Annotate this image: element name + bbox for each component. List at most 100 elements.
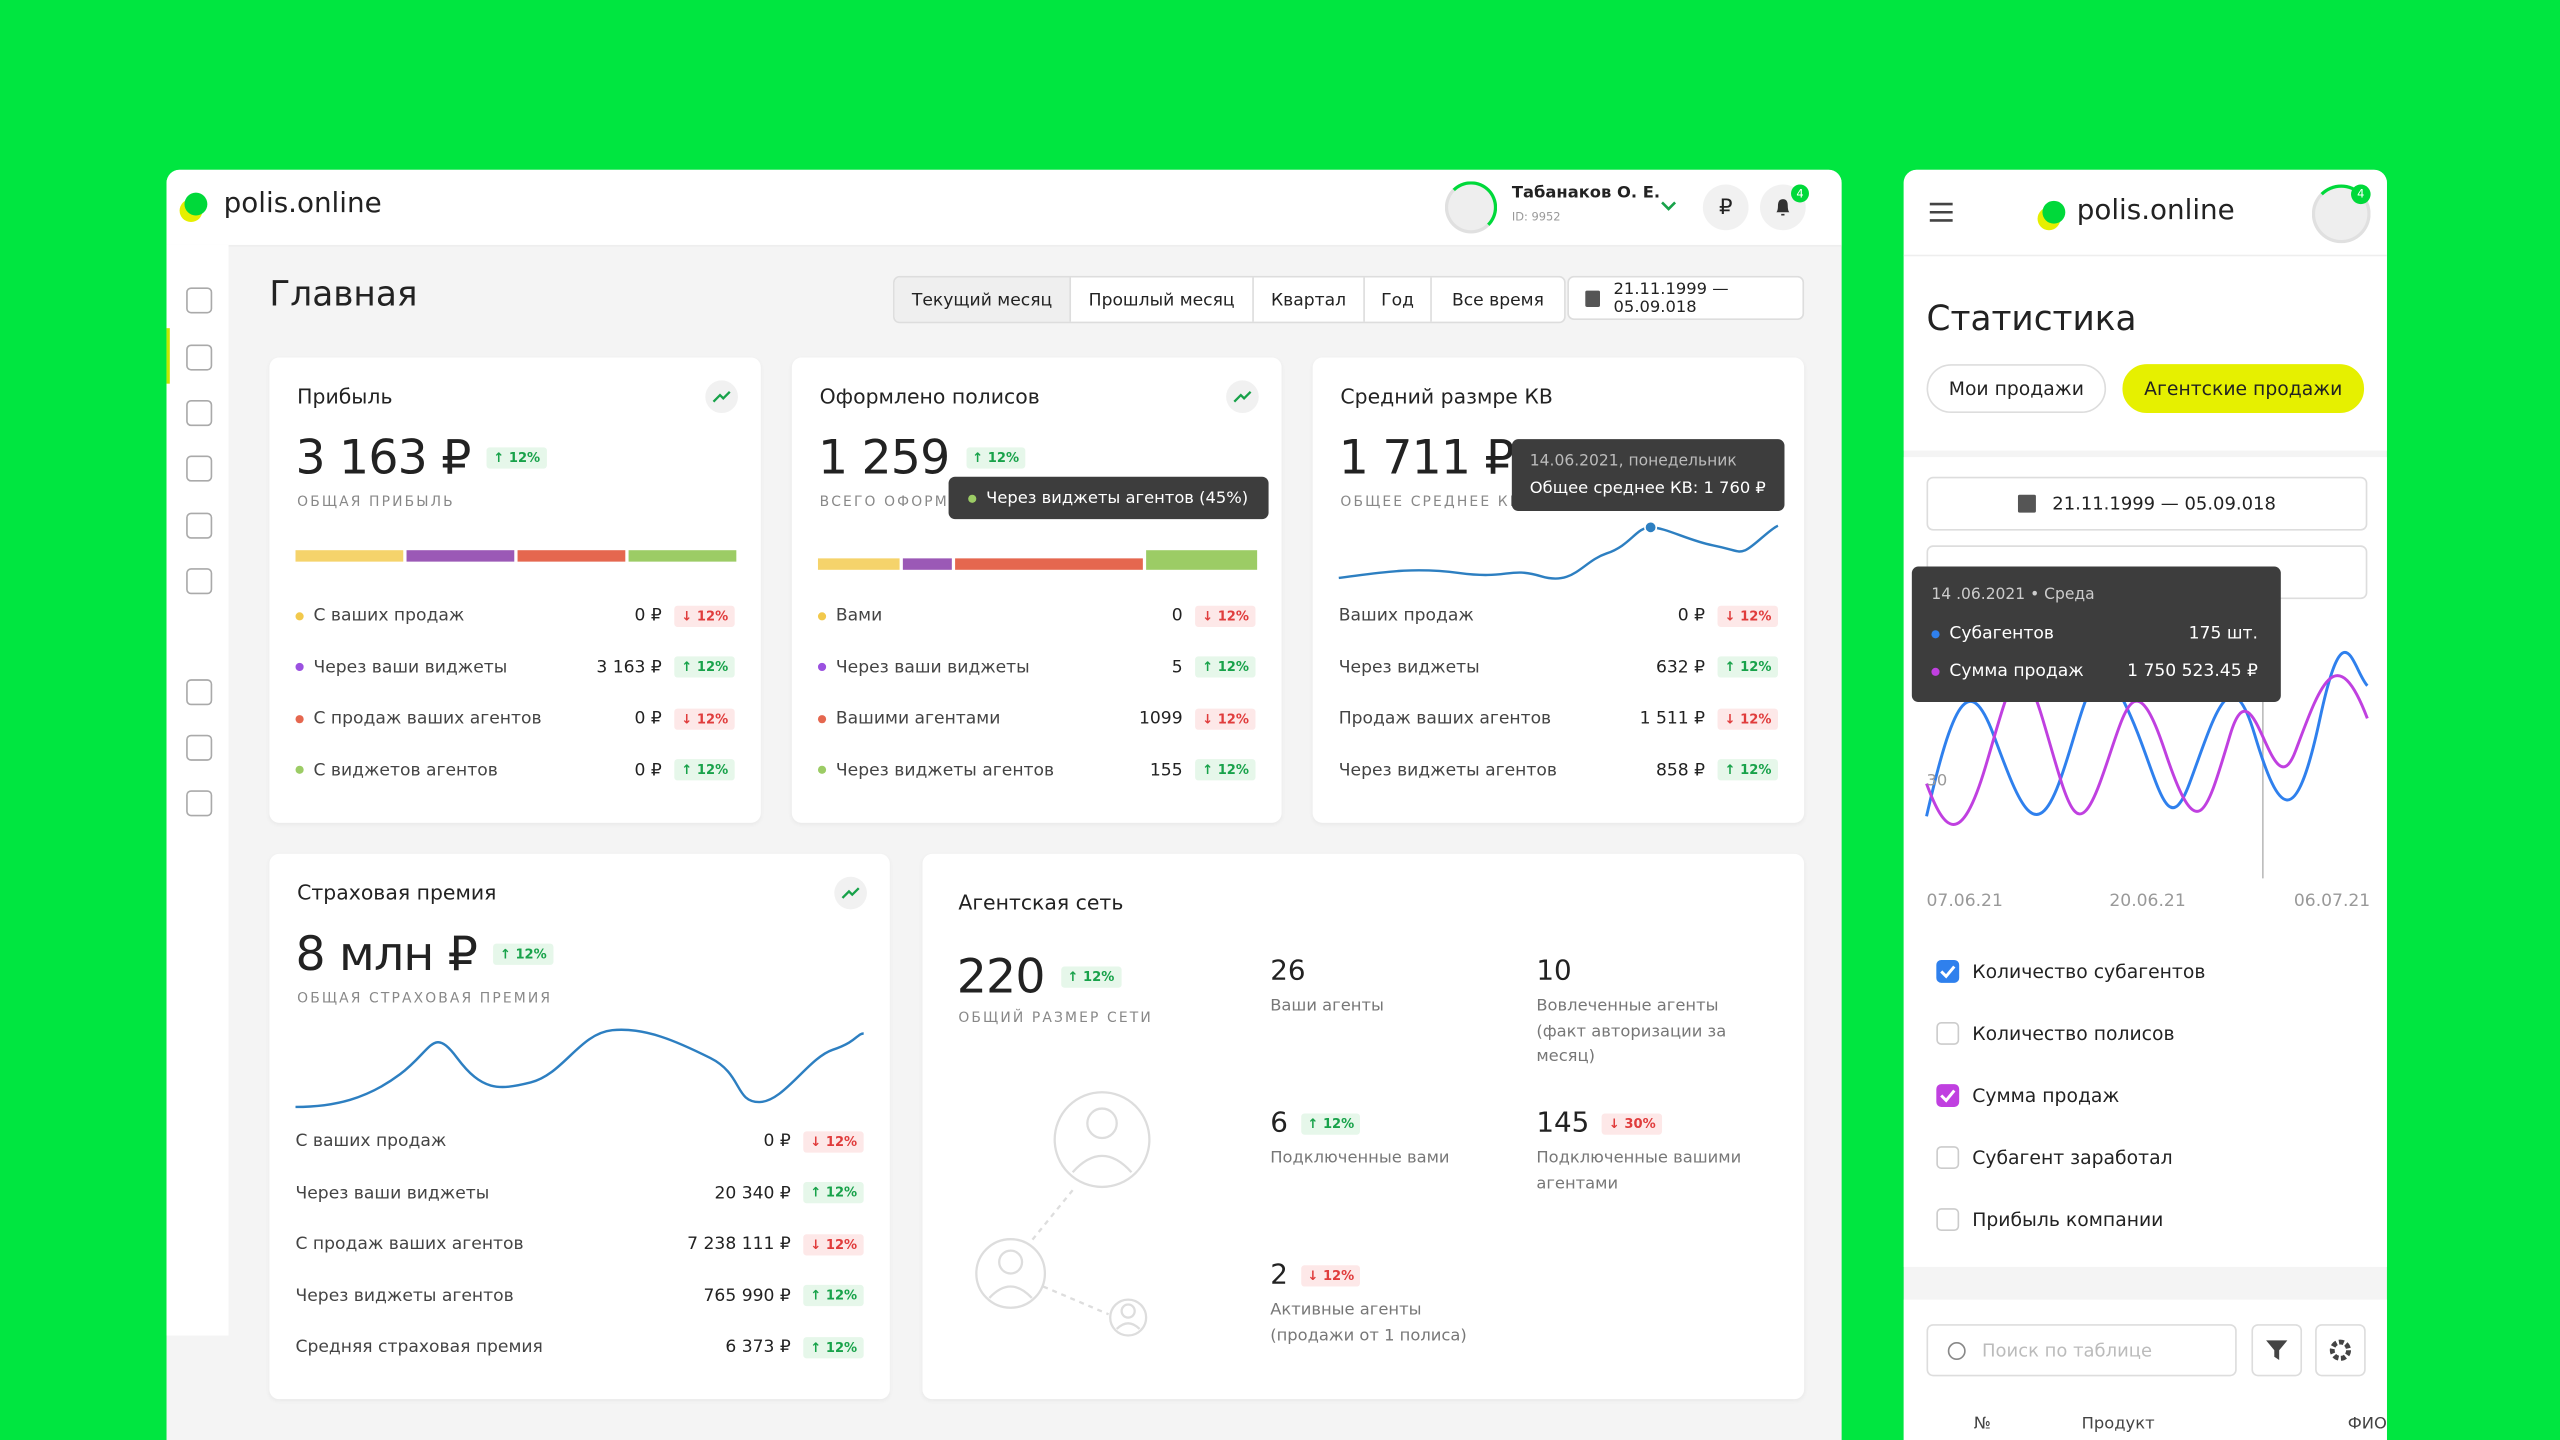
row-label: Средняя страховая премия xyxy=(295,1337,543,1357)
stat-row: Через ваши виджеты 3 163 ₽ ↑ 12% xyxy=(295,654,735,680)
top-bar xyxy=(166,169,1842,247)
checkbox[interactable] xyxy=(1936,959,1960,983)
card-value: 1 711 ₽ xyxy=(1339,429,1515,485)
card-value: 8 млн ₽ ↑ 12% xyxy=(296,926,554,981)
stat-row: Через виджеты агентов 765 990 ₽ ↑ 12% xyxy=(296,1282,864,1308)
date-picker[interactable]: 21.11.1999 — 05.09.018 xyxy=(1567,275,1805,320)
logo: polis.online xyxy=(2076,194,2235,227)
row-label-wrap: Через виджеты xyxy=(1339,657,1656,677)
sidebar-active xyxy=(166,328,170,384)
stat-label: Активные агенты (продажи от 1 полиса) xyxy=(1270,1301,1467,1345)
card-subtitle: ОБЩИЙ РАЗМЕР СЕТИ xyxy=(958,1010,1153,1027)
page-title: Главная xyxy=(269,274,418,314)
tooltip-value: 1 750 523.45 ₽ xyxy=(2127,661,2258,681)
card-icon[interactable] xyxy=(1226,380,1259,414)
value: 6 xyxy=(1270,1106,1288,1140)
tooltip-text: Общее среднее КВ: 1 760 ₽ xyxy=(1529,479,1766,498)
panel-tab[interactable]: Мои продажи xyxy=(1926,364,2107,414)
sidebar-icon[interactable] xyxy=(186,399,213,427)
share-segment xyxy=(902,558,952,570)
row-label-wrap: Через ваши виджеты xyxy=(296,1183,715,1203)
checkbox-row[interactable]: Количество субагентов xyxy=(1936,959,2206,983)
card: Средний размре КВ 1 711 ₽ ОБЩЕЕ СРЕДНЕЕ КВ… xyxy=(1312,357,1805,823)
stat-row: Через виджеты 632 ₽ ↑ 12% xyxy=(1339,654,1778,680)
checkbox-row[interactable]: Количество полисов xyxy=(1936,1022,2175,1045)
card-icon[interactable] xyxy=(705,380,738,414)
tooltip-value: 175 шт. xyxy=(2188,623,2258,644)
checkbox[interactable] xyxy=(1936,1146,1960,1169)
change-badge: ↓ 12% xyxy=(674,707,735,729)
checkbox-row[interactable]: Сумма продаж xyxy=(1936,1084,2119,1107)
currency-button[interactable]: ₽ xyxy=(1702,184,1749,231)
card-value: 220 ↑ 12% xyxy=(957,949,1121,1004)
panel-tab[interactable]: Агентские продажи xyxy=(2122,364,2365,414)
sidebar-icon[interactable] xyxy=(186,568,213,595)
search-icon xyxy=(1947,1341,1966,1360)
card-title: Агентская сеть xyxy=(958,889,1124,915)
search-box[interactable]: Поиск по таблице xyxy=(1926,1324,2237,1377)
legend-dot xyxy=(295,611,304,620)
sidebar-icon[interactable] xyxy=(186,287,213,314)
trend-icon xyxy=(841,887,860,899)
checkbox-label: Субагент заработал xyxy=(1972,1146,2173,1169)
filter-button[interactable] xyxy=(2251,1324,2303,1377)
period-tab[interactable]: Квартал xyxy=(1254,277,1365,322)
card-icon[interactable] xyxy=(834,876,867,910)
checkbox-row[interactable]: Субагент заработал xyxy=(1936,1146,2173,1169)
row-value: 858 ₽ xyxy=(1655,760,1706,780)
card-subtitle: ОБЩАЯ ПРИБЫЛЬ xyxy=(297,494,455,512)
checkbox[interactable] xyxy=(1936,1208,1960,1232)
period-tab[interactable]: Все время xyxy=(1451,289,1544,310)
change-badge: ↓ 12% xyxy=(803,1233,864,1255)
sidebar-icon[interactable] xyxy=(186,455,213,482)
row-label: С виджетов агентов xyxy=(313,760,498,780)
chevron[interactable] xyxy=(1659,198,1679,214)
x-label: 06.07.21 xyxy=(2293,891,2371,912)
calendar-icon xyxy=(2017,494,2036,513)
series-line xyxy=(1925,651,2369,817)
legend-dot xyxy=(817,611,827,620)
tooltip-row: Субагентов 175 шт. xyxy=(1931,623,2258,644)
row-value: 1 511 ₽ xyxy=(1639,708,1706,729)
table-header: ФИО xyxy=(2347,1415,2387,1434)
checkbox-label: Сумма продаж xyxy=(1972,1084,2120,1107)
checkbox-label: Количество субагентов xyxy=(1972,959,2206,983)
menu-button[interactable] xyxy=(1928,201,1954,224)
share-segment xyxy=(406,550,515,562)
panel-title: Статистика xyxy=(1926,298,2137,338)
change-badge: ↑ 12% xyxy=(486,446,547,468)
period-tab[interactable]: Год xyxy=(1365,277,1432,322)
share-segment xyxy=(955,558,1143,570)
change-badge: ↑ 12% xyxy=(1195,656,1256,678)
row-label: С продаж ваших агентов xyxy=(313,708,542,729)
stat-row: С виджетов агентов 0 ₽ ↑ 12% xyxy=(295,757,735,783)
tooltip-date: 14 .06.2021 • Среда xyxy=(1931,586,2095,605)
stat-row: Вами 0 ↓ 12% xyxy=(817,602,1256,628)
sidebar-icon[interactable] xyxy=(186,790,213,817)
legend-dot xyxy=(817,714,827,723)
row-label: С продаж ваших агентов xyxy=(295,1234,524,1254)
avatar[interactable] xyxy=(1444,181,1498,234)
row-label-wrap: Через виджеты агентов xyxy=(1339,760,1656,780)
row-value: 0 ₽ xyxy=(634,708,662,729)
legend-dot xyxy=(1931,629,1940,638)
sidebar-icon[interactable] xyxy=(186,344,213,371)
checkbox[interactable] xyxy=(1936,1022,1960,1045)
sidebar-icon[interactable] xyxy=(186,512,213,539)
stat-label: Подключенные вами xyxy=(1270,1149,1450,1168)
checkbox-row[interactable]: Прибыль компании xyxy=(1936,1208,2163,1232)
logo-mark xyxy=(184,192,208,216)
row-label-wrap: Через виджеты агентов xyxy=(296,1286,704,1306)
sidebar-icon[interactable] xyxy=(186,734,213,761)
period-tab[interactable]: Прошлый месяц xyxy=(1071,277,1254,322)
share-segment xyxy=(817,558,900,570)
settings-button[interactable] xyxy=(2315,1324,2366,1377)
share-segment xyxy=(1146,550,1258,570)
card: Прибыль 3 163 ₽ ↑ 12% ОБЩАЯ ПРИБЫЛЬ С ваших … xyxy=(269,357,761,823)
notification-badge: 4 xyxy=(1791,184,1809,203)
checkbox[interactable] xyxy=(1936,1084,1960,1107)
sidebar-icon[interactable] xyxy=(186,679,213,706)
date-picker[interactable]: 21.11.1999 — 05.09.018 xyxy=(1926,476,2368,531)
row-label: Через ваши виджеты xyxy=(313,657,508,677)
period-tab[interactable]: Текущий месяц xyxy=(894,277,1072,322)
